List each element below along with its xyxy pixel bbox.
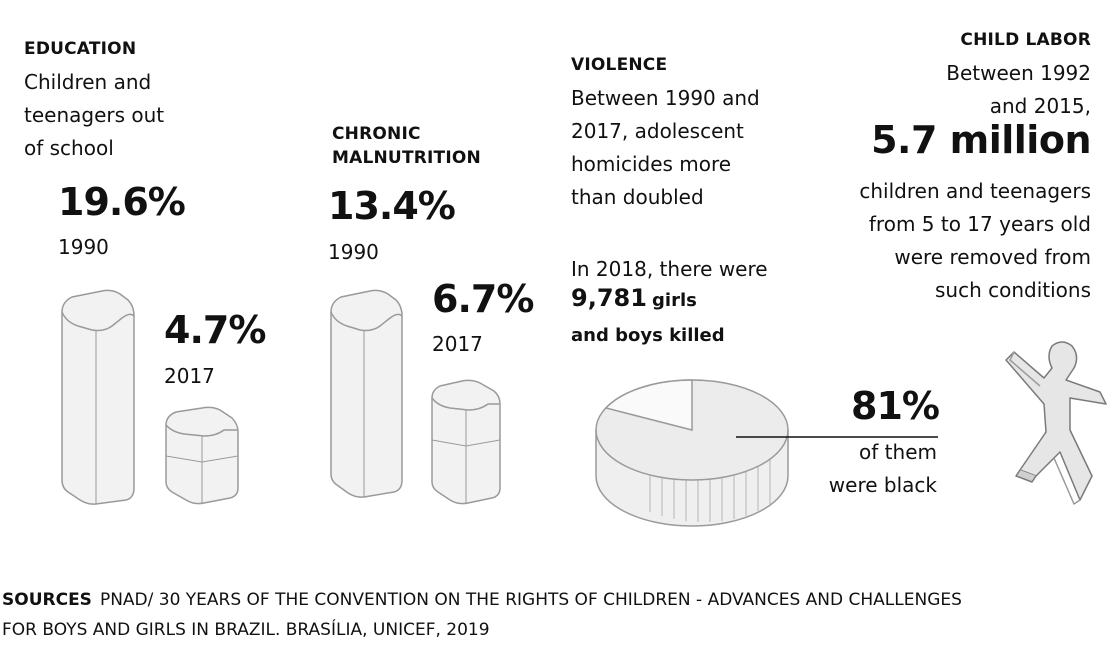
malnutrition-bar-2017 [431, 379, 501, 505]
education-description-line: Children and [24, 70, 152, 94]
violence-share-caption: of them were black [829, 436, 937, 502]
malnutrition-year-2017: 2017 [432, 332, 483, 356]
violence-description-line: Between 1990 and [571, 86, 760, 110]
child-labor-line: were removed from [894, 245, 1091, 269]
sources: SOURCES PNAD/ 30 YEARS OF THE CONVENTION … [2, 585, 962, 645]
violence-description-line: homicides more [571, 152, 732, 176]
education-value-1990: 19.6% [58, 180, 186, 224]
malnutrition-heading: CHRONIC MALNUTRITION [332, 122, 481, 170]
education-year-1990: 1990 [58, 235, 109, 259]
violence-description-line: 2017, adolescent [571, 119, 744, 143]
sources-line-1: SOURCES PNAD/ 30 YEARS OF THE CONVENTION … [2, 585, 962, 615]
education-bar-2017 [165, 406, 239, 505]
education-value-2017: 4.7% [164, 308, 266, 352]
violence-killed-rest: girls [652, 290, 697, 311]
education-bar-1990 [61, 289, 135, 505]
child-labor-lines-top: Between 1992 and 2015, [946, 57, 1091, 123]
malnutrition-year-1990: 1990 [328, 240, 379, 264]
malnutrition-value-2017: 6.7% [432, 277, 534, 321]
education-description-line: of school [24, 136, 114, 160]
sources-text-2: FOR BOYS AND GIRLS IN BRAZIL. BRASÍLIA, … [2, 620, 490, 640]
education-description: Children and teenagers out of school [24, 66, 164, 165]
sources-label: SOURCES [2, 590, 92, 610]
violence-pie [595, 379, 789, 527]
violence-share-caption-line: of them [859, 440, 937, 464]
violence-description-line: than doubled [571, 185, 704, 209]
education-heading: EDUCATION [24, 39, 137, 59]
child-labor-line: from 5 to 17 years old [868, 212, 1091, 236]
violence-heading: VIOLENCE [571, 55, 668, 75]
violence-share-value: 81% [851, 384, 940, 428]
malnutrition-heading-line: CHRONIC [332, 124, 421, 144]
education-year-2017: 2017 [164, 364, 215, 388]
child-labor-line: and 2015, [989, 94, 1091, 118]
violence-description: Between 1990 and 2017, adolescent homici… [571, 82, 760, 214]
child-labor-line: Between 1992 [946, 61, 1091, 85]
malnutrition-bar-1990 [330, 289, 403, 498]
child-labor-line: children and teenagers [859, 179, 1091, 203]
malnutrition-value-1990: 13.4% [328, 184, 456, 228]
sources-text-1: PNAD/ 30 YEARS OF THE CONVENTION ON THE … [99, 590, 962, 610]
child-labor-heading: CHILD LABOR [960, 30, 1091, 50]
child-labor-lines-bottom: children and teenagers from 5 to 17 year… [859, 175, 1091, 307]
education-description-line: teenagers out [24, 103, 165, 127]
violence-share-caption-line: were black [828, 473, 937, 497]
violence-killed-line2: and boys killed [571, 325, 725, 346]
child-labor-line: such conditions [934, 278, 1091, 302]
malnutrition-heading-line: MALNUTRITION [332, 148, 481, 168]
child-figure [1005, 341, 1107, 505]
violence-killed: 9,781 girls [571, 284, 697, 312]
child-labor-big-value: 5.7 million [871, 118, 1091, 162]
violence-intro: In 2018, there were [571, 257, 768, 281]
violence-killed-number: 9,781 [571, 284, 647, 312]
